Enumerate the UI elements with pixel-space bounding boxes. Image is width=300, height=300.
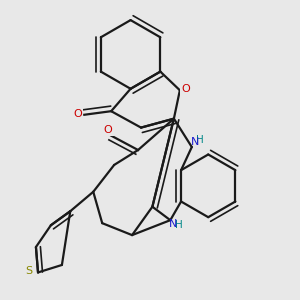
Text: O: O bbox=[104, 125, 112, 135]
Text: N: N bbox=[169, 219, 178, 229]
Text: S: S bbox=[26, 266, 33, 276]
Text: O: O bbox=[182, 84, 190, 94]
Text: O: O bbox=[74, 109, 82, 119]
Text: N: N bbox=[190, 136, 199, 147]
Text: H: H bbox=[176, 220, 183, 230]
Text: H: H bbox=[196, 135, 204, 146]
